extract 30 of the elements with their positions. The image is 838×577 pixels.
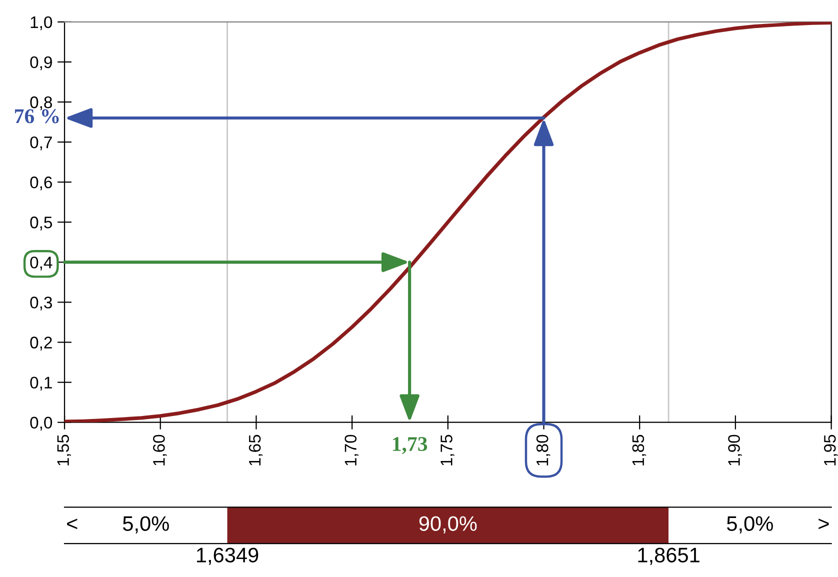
text: 1,6349 [197, 548, 258, 565]
x-tick-label: 1,95 [824, 434, 838, 466]
text: > [818, 518, 829, 530]
x-tick-label: 1,60 [153, 434, 167, 466]
y-tick-label: 0,9 [30, 56, 52, 70]
x-tick-label: 1,55 [57, 434, 71, 466]
y-tick-label: 0,6 [30, 176, 52, 190]
y-tick-label: 0,3 [30, 296, 52, 310]
line-series [64, 22, 832, 422]
y-tick-label: 0,1 [30, 376, 52, 390]
y-tick-label: 0,5 [30, 216, 52, 230]
text: < [67, 518, 78, 530]
text: 5,0% [122, 516, 169, 534]
text: 90,0% [419, 516, 477, 534]
x-tick-label: 1,70 [344, 434, 359, 466]
y-tick-label: 0,8 [30, 96, 52, 110]
x-tick-label: 1,80 [536, 434, 550, 466]
text: 5,0% [727, 516, 773, 534]
x-tick-label: 1,90 [728, 434, 742, 466]
y-tick-label: 0,2 [30, 336, 52, 350]
y-tick-label: 0,7 [30, 136, 52, 150]
y-tick-label: 0,0 [30, 416, 52, 431]
x-tick-label: 1,75 [440, 434, 454, 466]
annotation: 76 % [15, 109, 59, 124]
text: 1,8651 [638, 548, 700, 565]
y-tick-label: 0,4 [30, 256, 52, 270]
annotation: 1,73 [393, 437, 428, 454]
x-tick-label: 1,65 [248, 434, 263, 466]
x-tick-label: 1,85 [632, 434, 646, 466]
y-tick-label: 1,0 [30, 16, 52, 30]
